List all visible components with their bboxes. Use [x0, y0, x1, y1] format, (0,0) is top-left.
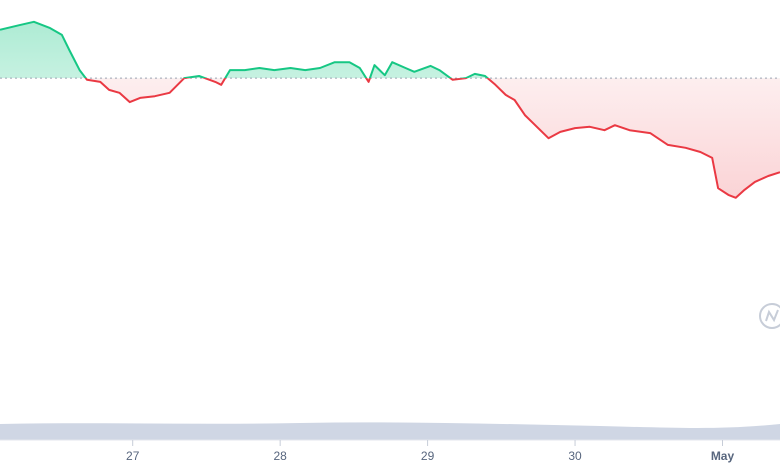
- x-tick-label: 29: [421, 449, 435, 463]
- area-down: [85, 78, 780, 198]
- volume-band: [0, 422, 780, 440]
- x-tick-label: 30: [568, 449, 582, 463]
- price-line-down: [84, 78, 780, 199]
- x-tick-label: 27: [126, 449, 140, 463]
- x-tick-label: 28: [273, 449, 287, 463]
- watermark: [759, 303, 780, 329]
- x-tick-label: May: [711, 449, 735, 463]
- price-line-up: [0, 20, 490, 79]
